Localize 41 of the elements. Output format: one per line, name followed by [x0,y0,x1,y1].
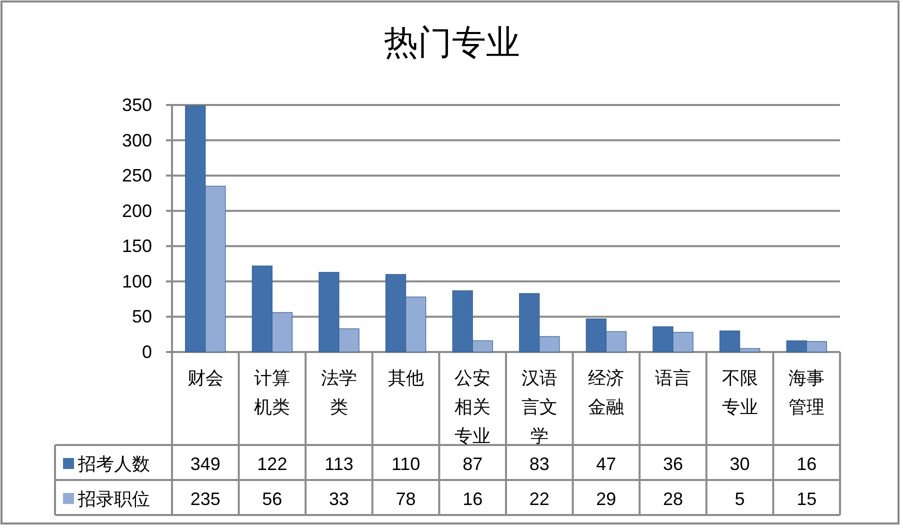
legend-label: 招录职位 [78,489,150,509]
title: 热门专业 [384,24,520,62]
category: 海事管理 [788,368,825,417]
data-label: 56 [262,489,282,509]
data-label: 16 [796,454,817,474]
data-label: 349 [190,454,220,474]
data-label: 28 [662,489,684,509]
data-label: 47 [596,454,616,474]
ytick: 200 [122,200,152,221]
category: 经济金融 [588,368,624,417]
data-label: 110 [391,454,420,474]
data-label: 29 [596,489,616,509]
data-label: 113 [324,454,354,474]
ytick: 350 [122,95,152,115]
legend-label: 招考人数 [78,454,150,474]
data-label: 15 [796,489,817,509]
ytick: 100 [122,271,152,292]
data-label: 235 [190,489,220,509]
data-label: 33 [328,489,350,509]
data-label: 36 [662,454,684,474]
category: 计算机类 [254,368,290,417]
category: 公安相关专业 [454,368,491,446]
data-label: 5 [734,489,745,509]
ytick: 300 [122,130,152,150]
ytick: 150 [122,236,152,256]
category: 财会 [187,368,224,388]
category: 汉语言文学 [521,368,558,446]
data-label: 22 [529,489,550,509]
category: 不限专业 [722,368,758,417]
data-label: 16 [462,489,483,509]
ytick: 50 [132,306,152,327]
data-label: 30 [730,454,750,474]
ytick: 0 [142,342,152,362]
category: 语言 [655,368,691,388]
category: 法学类 [321,368,357,417]
data-label: 87 [462,454,483,474]
data-label: 83 [529,454,550,474]
data-label: 122 [257,454,288,474]
category: 其他 [388,368,424,388]
ytick: 250 [122,166,152,186]
data-label: 78 [396,489,416,509]
